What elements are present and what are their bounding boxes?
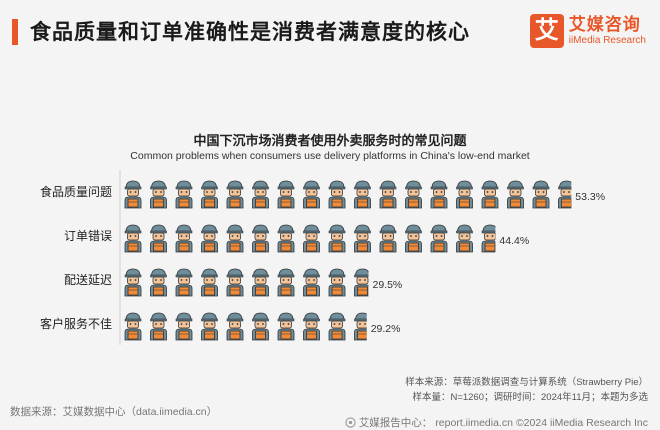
- category-label: 客户服务不佳: [40, 316, 112, 331]
- report-center-label: 艾媒报告中心：: [358, 417, 433, 429]
- report-center-icon: [345, 417, 356, 428]
- delivery-person-icon: [175, 312, 193, 341]
- delivery-person-icon: [558, 180, 572, 209]
- chart-row: 食品质量问题 53.3%: [40, 180, 605, 209]
- delivery-person-icon: [201, 180, 218, 209]
- value-label: 29.5%: [373, 279, 403, 291]
- delivery-person-icon: [481, 180, 499, 209]
- category-label: 订单错误: [64, 229, 112, 243]
- footer-report-center: 艾媒报告中心： report.iimedia.cn ©2024 iiMedia …: [345, 415, 648, 430]
- delivery-person-icon: [430, 180, 448, 209]
- delivery-person-icon: [226, 268, 244, 297]
- delivery-person-icon: [405, 180, 422, 209]
- category-label: 配送延迟: [64, 272, 112, 287]
- delivery-person-icon: [252, 180, 269, 209]
- delivery-person-icon: [252, 312, 269, 341]
- delivery-person-icon: [532, 180, 550, 209]
- delivery-person-icon: [405, 224, 422, 253]
- delivery-person-icon: [175, 180, 193, 209]
- pictogram-bar-chart: 食品质量问题 53.3% 订单错误 44.4% 配送延迟 29.5% 客户服务不佳 29.2%: [40, 170, 605, 345]
- delivery-person-icon: [354, 224, 371, 253]
- delivery-person-icon: [150, 180, 167, 209]
- delivery-person-icon: [328, 312, 346, 341]
- brand-logo-block: 艾 艾媒咨询 iiMedia Research: [529, 14, 646, 48]
- delivery-person-icon: [124, 312, 142, 341]
- delivery-person-icon: [277, 180, 295, 209]
- brand-name-cn: 艾媒咨询: [568, 15, 641, 34]
- category-label: 食品质量问题: [40, 184, 112, 199]
- sample-size-note: 样本量：N=1260；调研时间：2024年11月；本题为多选: [412, 392, 648, 403]
- delivery-person-icon: [456, 180, 473, 209]
- delivery-person-icon: [124, 180, 142, 209]
- delivery-person-icon: [175, 224, 193, 253]
- delivery-person-icon: [303, 224, 320, 253]
- delivery-person-icon: [481, 224, 496, 253]
- delivery-person-icon: [277, 268, 295, 297]
- page-headline: 食品质量和订单准确性是消费者满意度的核心: [30, 21, 470, 44]
- delivery-person-icon: [175, 268, 193, 297]
- delivery-person-icon: [303, 268, 320, 297]
- delivery-person-icon: [201, 312, 218, 341]
- delivery-person-icon: [354, 312, 367, 341]
- delivery-person-icon: [252, 224, 269, 253]
- delivery-person-icon: [226, 180, 244, 209]
- headline-accent-bar: [12, 19, 18, 45]
- delivery-person-icon: [354, 180, 371, 209]
- brand-name-en: iiMedia Research: [568, 35, 646, 46]
- chart-subtitle: Common problems when consumers use deliv…: [130, 150, 530, 162]
- sample-source-note: 样本来源：草莓派数据调查与计算系统（Strawberry Pie）: [405, 377, 648, 388]
- copyright-text: ©2024 iiMedia Research Inc: [515, 416, 648, 429]
- delivery-person-icon: [124, 268, 142, 297]
- value-label: 29.2%: [371, 323, 401, 335]
- delivery-person-icon: [277, 312, 295, 341]
- delivery-person-icon: [252, 268, 269, 297]
- delivery-person-icon: [150, 268, 167, 297]
- chart-row: 客户服务不佳 29.2%: [40, 312, 401, 341]
- delivery-person-icon: [277, 224, 295, 253]
- iimedia-logo-icon: 艾: [529, 14, 564, 48]
- delivery-person-icon: [456, 224, 473, 253]
- delivery-person-icon: [303, 180, 320, 209]
- data-source-note: 数据来源：艾媒数据中心（data.iimedia.cn）: [10, 406, 218, 418]
- chart-title: 中国下沉市场消费者使用外卖服务时的常见问题: [193, 133, 467, 148]
- delivery-person-icon: [124, 224, 142, 253]
- delivery-person-icon: [201, 268, 218, 297]
- delivery-person-icon: [379, 180, 397, 209]
- delivery-person-icon: [226, 224, 244, 253]
- value-label: 44.4%: [499, 235, 529, 247]
- delivery-person-icon: [328, 180, 346, 209]
- chart-row: 配送延迟 29.5%: [64, 268, 403, 297]
- delivery-person-icon: [150, 224, 167, 253]
- report-center-url[interactable]: report.iimedia.cn: [435, 416, 513, 429]
- delivery-person-icon: [507, 180, 524, 209]
- delivery-person-icon: [226, 312, 244, 341]
- delivery-person-icon: [201, 224, 218, 253]
- brand-text: 艾媒咨询 iiMedia Research: [569, 15, 646, 47]
- delivery-person-icon: [150, 312, 167, 341]
- delivery-person-icon: [328, 268, 346, 297]
- delivery-person-icon: [354, 268, 369, 297]
- delivery-person-icon: [303, 312, 320, 341]
- delivery-person-icon: [379, 224, 397, 253]
- chart-row: 订单错误 44.4%: [64, 224, 529, 253]
- value-label: 53.3%: [575, 191, 605, 203]
- delivery-person-icon: [328, 224, 346, 253]
- delivery-person-icon: [430, 224, 448, 253]
